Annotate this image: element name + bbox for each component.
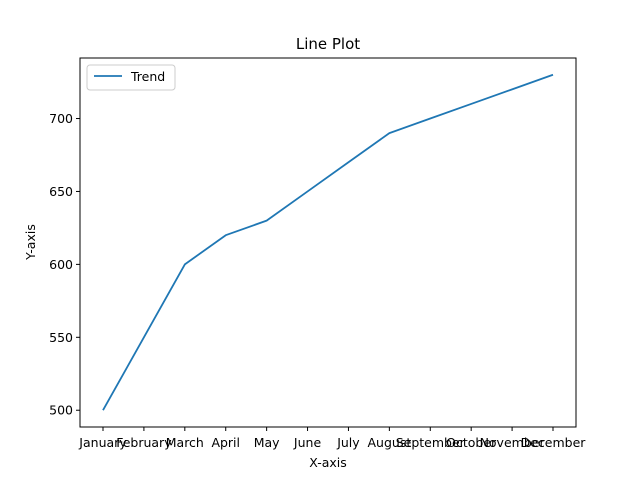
x-tick-label: January — [78, 435, 127, 450]
y-axis-ticks: 500 550 600 650 700 — [49, 111, 80, 418]
y-tick-label: 700 — [49, 111, 73, 126]
x-tick-label: August — [367, 435, 411, 450]
legend-box — [86, 64, 176, 91]
y-tick-label: 550 — [49, 330, 73, 345]
x-tick-label: March — [166, 435, 204, 450]
y-tick-label: 500 — [49, 403, 73, 418]
chart-title: Line Plot — [296, 35, 360, 53]
legend-label-trend: Trend — [130, 69, 165, 84]
plot-frame — [79, 57, 577, 428]
series-layer — [102, 73, 554, 411]
x-tick-label: May — [254, 435, 280, 450]
x-tick-label: February — [116, 435, 172, 450]
x-tick-label: June — [293, 435, 322, 450]
x-tick-label: July — [336, 435, 360, 450]
y-axis-label: Y-axis — [23, 224, 38, 261]
series-line-0 — [102, 73, 554, 411]
x-tick-label: September — [396, 435, 466, 450]
x-tick-label: April — [211, 435, 240, 450]
y-tick-label: 650 — [49, 184, 73, 199]
x-tick-label: December — [521, 435, 587, 450]
x-axis-label: X-axis — [309, 455, 347, 470]
x-tick-label: November — [480, 435, 546, 450]
y-tick-label: 600 — [49, 257, 73, 272]
legend: Trend — [86, 64, 176, 91]
x-tick-label: October — [446, 435, 497, 450]
